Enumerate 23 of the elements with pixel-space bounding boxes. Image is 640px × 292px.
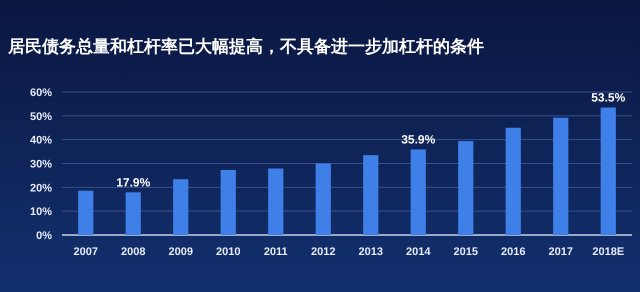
x-tick-label: 2011 [264,246,288,258]
x-tick-label: 2017 [548,246,573,258]
y-tick-label: 0% [36,230,52,242]
data-label: 35.9% [401,132,436,146]
x-tick-label: 2016 [501,246,526,258]
x-tick-label: 2018E [592,246,624,258]
y-tick-label: 20% [30,182,52,194]
x-tick-label: 2015 [454,246,478,258]
x-tick-label: 2013 [358,246,383,258]
x-tick-label: 2009 [168,246,193,258]
x-tick-label: 2007 [74,246,98,258]
x-tick-label: 2010 [216,246,240,258]
data-label: 17.9% [116,175,151,190]
x-tick-label: 2012 [311,246,336,258]
y-tick-label: 50% [30,110,52,123]
data-label: 53.5% [591,90,626,104]
chart-title: 居民债务总量和杠杆率已大幅提高，不具备进一步加杠杆的条件 [7,37,484,56]
y-tick-label: 30% [30,158,52,170]
y-tick-label: 60% [30,87,52,99]
y-tick-label: 40% [30,134,52,147]
x-tick-label: 2014 [406,246,432,258]
x-tick-label: 2008 [121,246,146,258]
y-tick-label: 10% [30,206,52,218]
